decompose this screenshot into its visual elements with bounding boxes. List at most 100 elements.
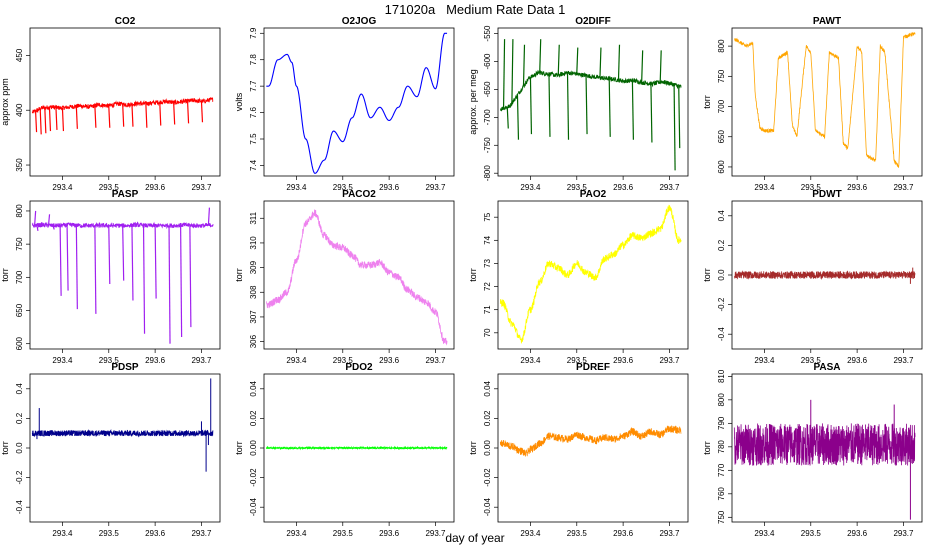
data-layer [31, 97, 214, 135]
y-tick-label: -0.2 [717, 297, 726, 311]
panel-pdo2: PDO2 torr 293.4 293.5 293.6 293.7 -0.04 -0.02 0.… [234, 362, 455, 538]
y-tick-label: 307 [249, 310, 258, 324]
panel-title: PDWT [812, 189, 841, 200]
x-tick-label: 293.6 [613, 183, 634, 192]
x-tick-label: 293.5 [99, 183, 120, 192]
x-tick-label: 293.6 [145, 356, 166, 365]
y-tick-label: 74 [483, 235, 492, 244]
y-axis-title: torr [0, 441, 10, 455]
y-tick-label: 650 [15, 303, 24, 317]
x-tick-label: 293.7 [425, 183, 446, 192]
y-axis-title: torr [702, 95, 712, 109]
series-spike [44, 107, 47, 134]
x-tick-label: 293.7 [191, 529, 212, 538]
x-tick-label: 293.7 [893, 356, 914, 365]
series-line [499, 204, 682, 344]
y-tick-label: 600 [717, 160, 726, 174]
x-tick-label: 293.5 [333, 356, 354, 365]
data-layer [500, 39, 682, 171]
x-tick-label: 293.5 [99, 529, 120, 538]
series-spike [186, 101, 190, 124]
x-tick-label: 293.7 [659, 183, 680, 192]
main-title: 171020a Medium Rate Data 1 [384, 2, 566, 17]
x-tick-label: 293.4 [52, 529, 73, 538]
y-tick-label: 0.4 [15, 383, 24, 395]
plot-frame [731, 27, 923, 177]
series-spike [108, 225, 111, 284]
x-tick-label: 293.5 [567, 183, 588, 192]
panel-pawt: PAWT torr 293.4 293.5 293.6 293.7 600 650 700 750… [702, 16, 923, 192]
panel-title: PAO2 [580, 189, 607, 200]
series-spike [142, 225, 146, 334]
y-tick-label: 0.2 [717, 239, 726, 251]
y-tick-label: -700 [483, 109, 492, 126]
series-spike [678, 85, 681, 149]
series-spike [34, 210, 37, 226]
x-tick-label: 293.4 [754, 356, 775, 365]
series-spike [34, 110, 38, 133]
y-tick-label: 750 [717, 69, 726, 83]
x-tick-label: 293.7 [191, 183, 212, 192]
y-tick-label: -800 [483, 165, 492, 182]
series-line [499, 425, 682, 457]
data-layer [734, 31, 916, 168]
y-tick-label: 7.6 [249, 106, 258, 118]
series-spike [168, 225, 171, 344]
y-tick-label: 600 [15, 336, 24, 350]
x-tick-label: 293.6 [379, 183, 400, 192]
panel-title: PASA [813, 362, 840, 373]
plot-frame [497, 200, 689, 350]
data-layer [499, 204, 682, 344]
y-axis-title: approx. per meg [468, 69, 478, 135]
panel-pao2: PAO2 torr 293.4 293.5 293.6 293.7 70 71 72 73 74 75 [468, 189, 689, 365]
data-layer [733, 267, 916, 284]
series-spike [145, 103, 148, 128]
x-tick-label: 293.7 [893, 183, 914, 192]
y-tick-label: 306 [249, 334, 258, 348]
y-axis-title: torr [702, 441, 712, 455]
panel-pdsp: PDSP torr 293.4 293.5 293.6 293.7 -0.4 -0.2 0.0 0… [0, 362, 221, 538]
y-tick-label: 310 [249, 236, 258, 250]
x-tick-label: 293.4 [52, 356, 73, 365]
series-spike [39, 108, 42, 135]
data-layer [266, 208, 448, 346]
series-spike [659, 50, 662, 83]
series-spike [189, 225, 192, 328]
y-tick-label: 0.4 [717, 210, 726, 222]
series-spike [511, 39, 514, 104]
panel-title: PACO2 [342, 189, 376, 200]
series-spike [539, 39, 542, 73]
y-tick-label: 0.0 [15, 442, 24, 454]
x-tick-label: 293.7 [893, 529, 914, 538]
x-tick-label: 293.6 [145, 183, 166, 192]
x-tick-label: 293.6 [379, 356, 400, 365]
y-tick-label: -600 [483, 53, 492, 70]
data-layer [266, 32, 448, 174]
y-tick-label: -0.4 [717, 327, 726, 341]
series-spike [55, 107, 58, 130]
series-spike [131, 104, 134, 127]
series-spike [108, 105, 111, 128]
data-layer [499, 425, 682, 457]
y-axis-title: volts [234, 92, 244, 111]
series-line [265, 445, 448, 451]
y-axis-title: torr [468, 268, 478, 282]
y-tick-label: -0.4 [15, 500, 24, 514]
x-tick-label: 293.4 [520, 183, 541, 192]
y-tick-label: 7.8 [249, 54, 258, 66]
y-tick-label: 750 [15, 237, 24, 251]
y-tick-label: -750 [483, 137, 492, 154]
y-tick-label: 75 [483, 212, 492, 221]
x-tick-label: 293.6 [613, 356, 634, 365]
y-tick-label: 800 [717, 393, 726, 407]
plot-frame [497, 27, 689, 177]
y-tick-label: 810 [717, 369, 726, 383]
panel-paco2: PACO2 torr 293.4 293.5 293.6 293.7 306 307 308 30… [234, 189, 455, 365]
x-tick-label: 293.4 [52, 183, 73, 192]
series-spike [59, 225, 62, 296]
series-spike [180, 225, 183, 338]
y-tick-label: -0.02 [249, 468, 258, 487]
y-tick-label: 73 [483, 258, 492, 267]
panel-title: PDSP [111, 362, 139, 373]
x-tick-label: 293.6 [847, 183, 868, 192]
